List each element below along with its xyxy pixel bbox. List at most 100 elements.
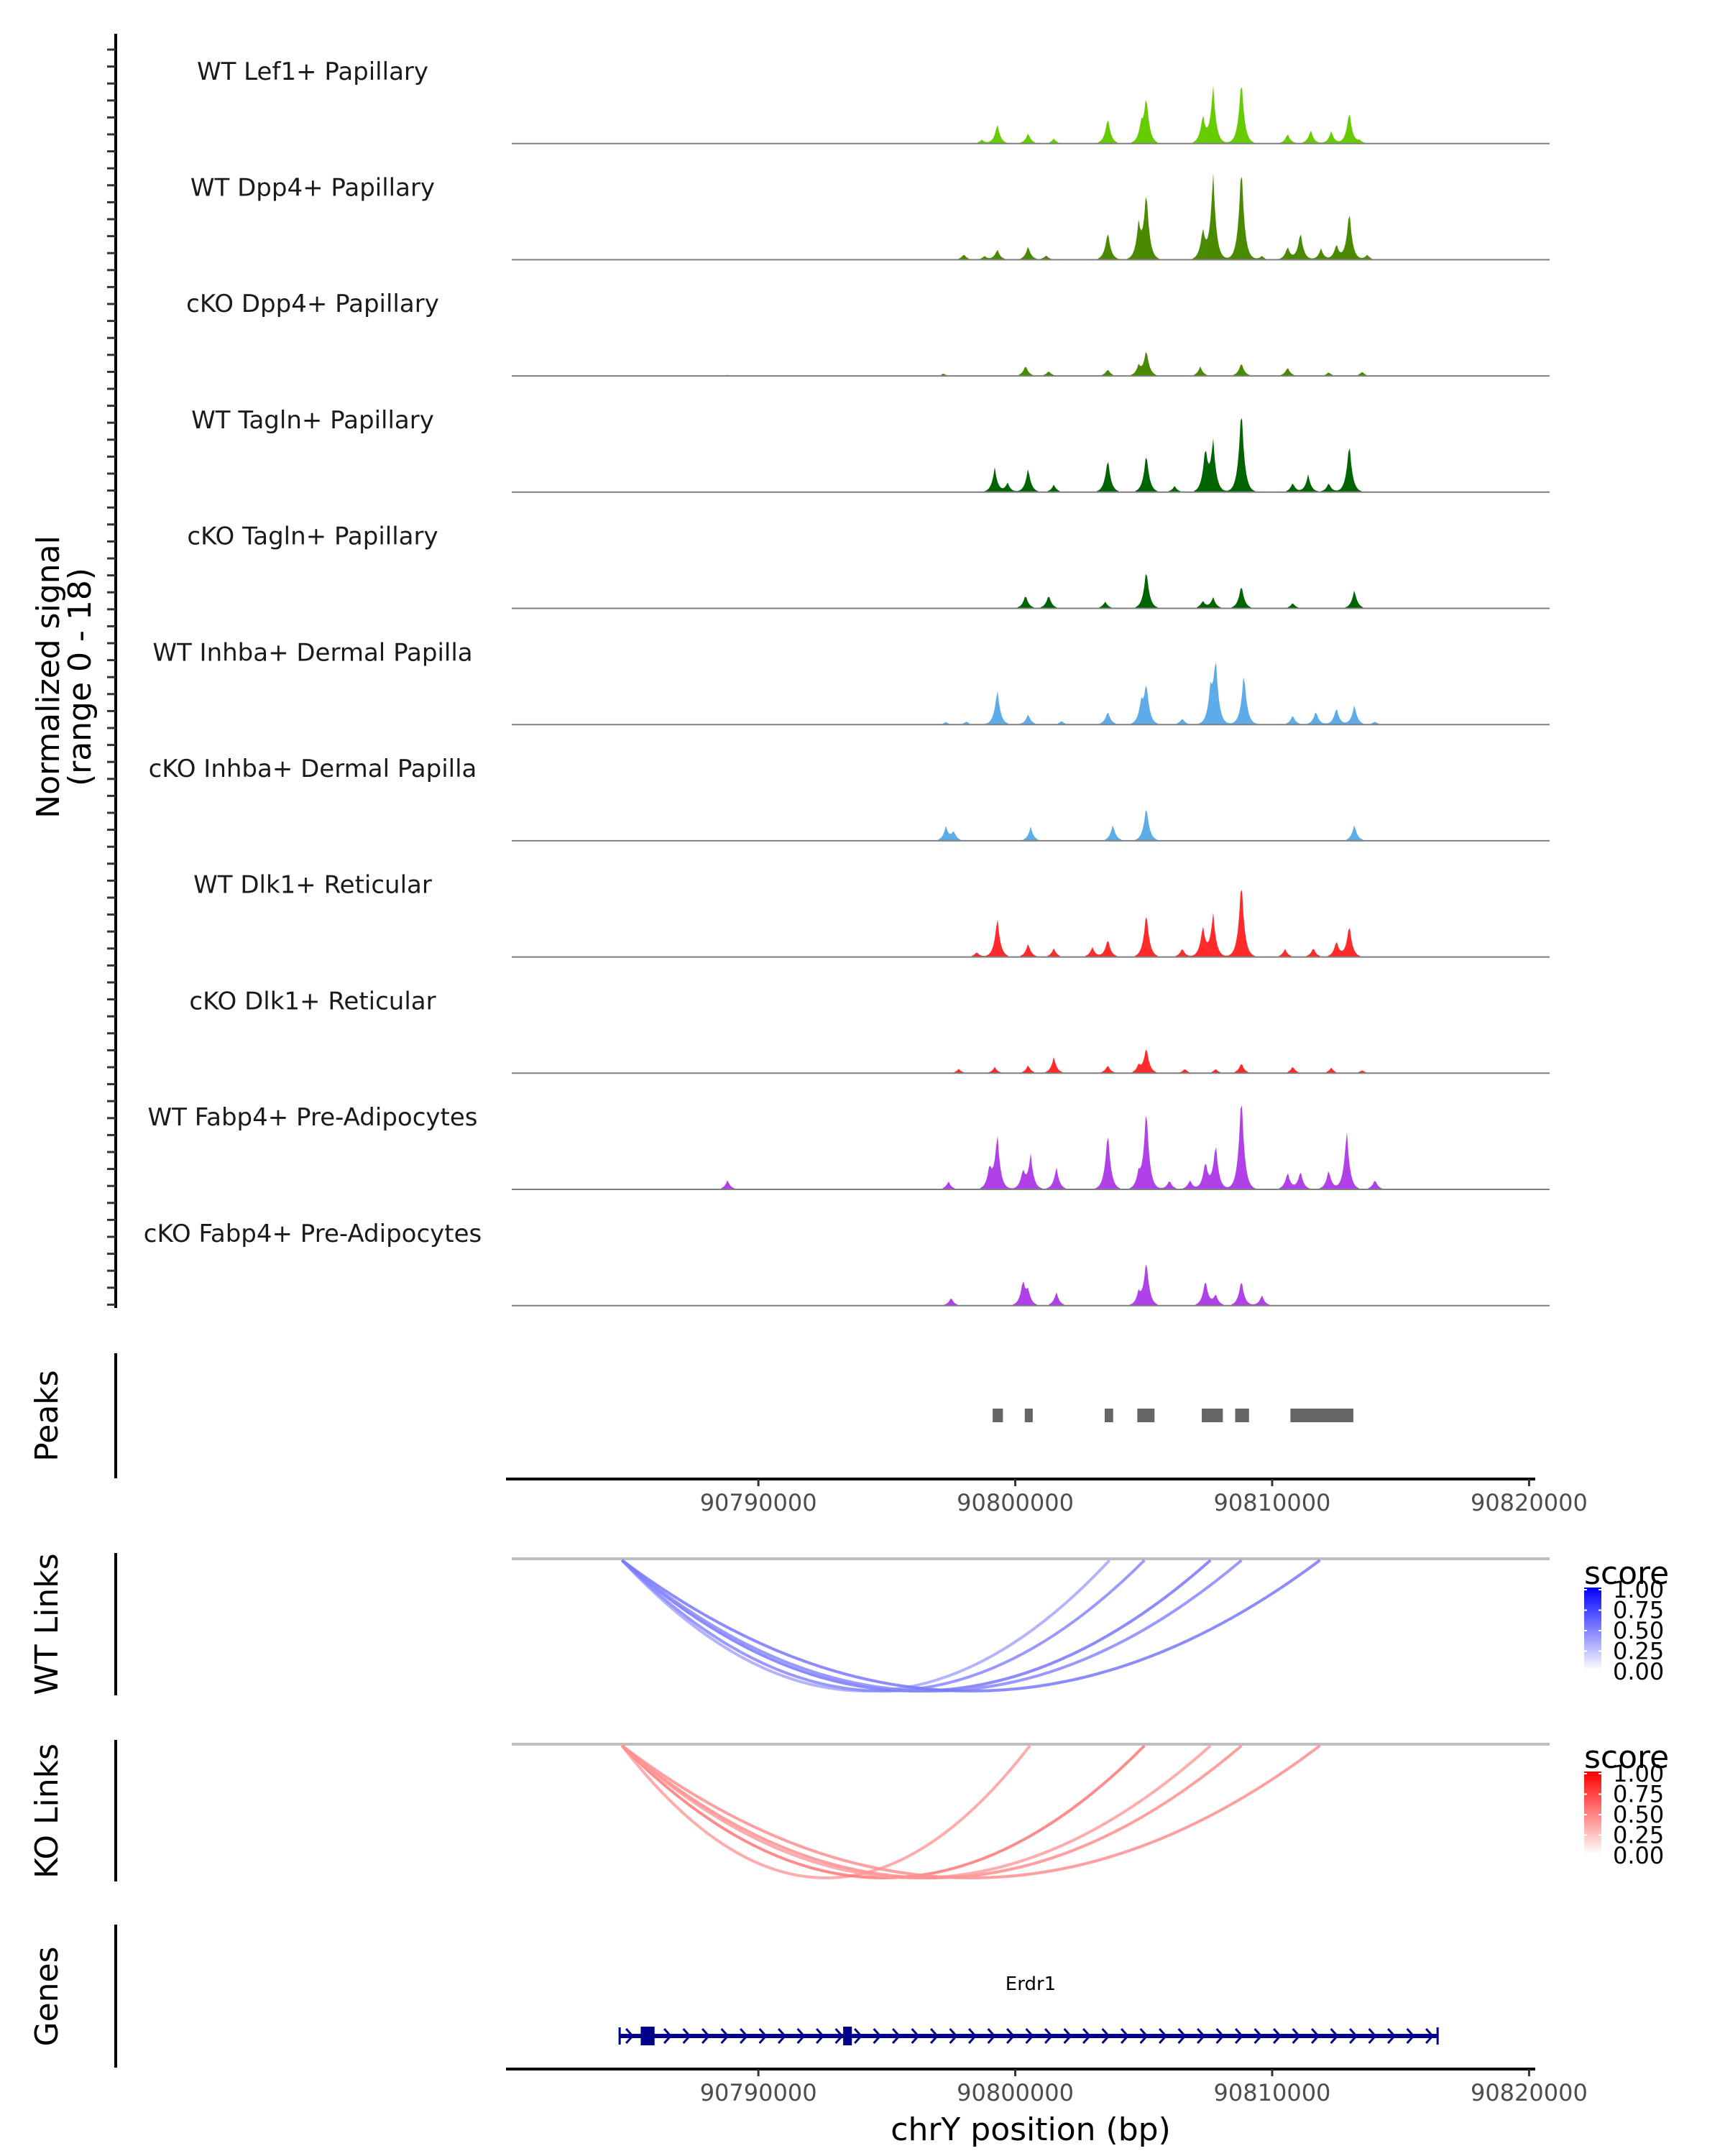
track-label: cKO Fabp4+ Pre-Adipocytes	[144, 1220, 482, 1248]
coverage-track: cKO Inhba+ Dermal Papilla	[149, 755, 1550, 842]
y-axis-title: Normalized signal (range 0 - 18)	[30, 535, 98, 819]
strand-arrow-icon	[1197, 2027, 1206, 2045]
peak-region	[1137, 1409, 1155, 1422]
legend-tick-label: 0.00	[1613, 1658, 1664, 1685]
track-label: WT Dpp4+ Papillary	[190, 173, 435, 202]
coverage-track: WT Dlk1+ Reticular	[193, 871, 1550, 958]
coverage-track: cKO Fabp4+ Pre-Adipocytes	[144, 1220, 1550, 1307]
strand-arrow-icon	[1387, 2027, 1397, 2045]
peak-region	[993, 1409, 1003, 1422]
strand-arrow-icon	[758, 2027, 768, 2045]
track-label: cKO Tagln+ Papillary	[187, 522, 438, 551]
gene-exon	[843, 2027, 852, 2045]
link-arc	[620, 1744, 1146, 1879]
coverage-area	[512, 86, 1550, 144]
track-label: WT Tagln+ Papillary	[191, 406, 434, 435]
coverage-area	[512, 172, 1550, 260]
strand-arrow-icon	[778, 2027, 787, 2045]
x-tick-label: 90800000	[957, 1489, 1074, 1516]
coverage-track: WT Lef1+ Papillary	[197, 57, 1550, 144]
strand-arrow-icon	[740, 2027, 749, 2045]
strand-arrow-icon	[1025, 2027, 1034, 2045]
peak-region	[1202, 1409, 1223, 1422]
x-tick-label: 90790000	[700, 2079, 817, 2106]
x-tick-label: 90820000	[1471, 2079, 1588, 2106]
coverage-area	[512, 1049, 1550, 1074]
track-label: WT Fabp4+ Pre-Adipocytes	[148, 1103, 478, 1132]
wt-link-arcs	[620, 1559, 1321, 1692]
strand-arrow-icon	[1292, 2027, 1301, 2045]
link-arc	[621, 1559, 1321, 1692]
strand-arrow-icon	[1311, 2027, 1320, 2045]
link-arc	[620, 1559, 1111, 1692]
strand-arrow-icon	[1368, 2027, 1377, 2045]
legend-tick-label: 0.50	[1613, 1801, 1664, 1828]
strand-arrow-icon	[682, 2027, 691, 2045]
peak-region	[1104, 1409, 1113, 1422]
y-axis-title-line2: (range 0 - 18)	[62, 568, 98, 786]
gene-name-label: Erdr1	[1006, 1973, 1056, 1995]
wt-legend-title: score	[1584, 1555, 1669, 1592]
coverage-area	[512, 1105, 1550, 1189]
link-arc	[621, 1559, 1243, 1692]
track-label: cKO Inhba+ Dermal Papilla	[149, 755, 477, 783]
strand-arrow-icon	[1349, 2027, 1358, 2045]
coverage-area	[512, 810, 1550, 841]
strand-arrow-icon	[834, 2027, 844, 2045]
legend-tick-label: 0.25	[1613, 1822, 1664, 1849]
strand-arrow-icon	[930, 2027, 939, 2045]
legend-tick-label: 1.00	[1613, 1576, 1664, 1603]
link-arc	[620, 1559, 1146, 1692]
link-arc	[621, 1744, 1243, 1879]
x-axis-title: chrY position (bp)	[891, 2111, 1171, 2148]
link-arc	[620, 1744, 1031, 1879]
strand-arrow-icon	[1044, 2027, 1054, 2045]
strand-arrow-icon	[987, 2027, 996, 2045]
legend-tick-label: 0.75	[1613, 1597, 1664, 1624]
coverage-y-axis	[107, 34, 117, 1308]
coverage-area	[512, 418, 1550, 492]
coverage-area	[512, 889, 1550, 957]
x-tick-label: 90800000	[957, 2079, 1074, 2106]
ko-links-panel: KO Links score 1.000.750.500.250.00	[29, 1739, 1669, 1881]
legend-tick-label: 1.00	[1613, 1760, 1664, 1787]
wt-legend-ticks: 1.000.750.500.250.00	[1584, 1576, 1664, 1685]
wt-links-legend: score 1.000.750.500.250.00	[1584, 1555, 1669, 1685]
x-tick-label: 90810000	[1214, 1489, 1331, 1516]
x-tick-label: 90820000	[1471, 1489, 1588, 1516]
coverage-track: cKO Tagln+ Papillary	[187, 522, 1550, 609]
strand-arrow-icon	[663, 2027, 673, 2045]
strand-arrow-icon	[796, 2027, 806, 2045]
strand-arrow-icon	[720, 2027, 730, 2045]
legend-tick-label: 0.75	[1613, 1781, 1664, 1808]
link-arc	[621, 1744, 1321, 1879]
x-axis-lower: 90790000 90800000 90810000 90820000	[506, 2068, 1588, 2106]
coverage-area	[512, 351, 1550, 377]
strand-arrow-icon	[873, 2027, 882, 2045]
coverage-track: cKO Dlk1+ Reticular	[189, 987, 1550, 1074]
track-label: cKO Dlk1+ Reticular	[189, 987, 436, 1015]
wt-legend-colorbar	[1584, 1588, 1601, 1670]
strand-arrow-icon	[1121, 2027, 1130, 2045]
y-axis-title-line1: Normalized signal	[30, 535, 67, 819]
legend-tick-label: 0.50	[1613, 1617, 1664, 1644]
wt-links-panel-label: WT Links	[29, 1553, 65, 1695]
strand-arrow-icon	[892, 2027, 901, 2045]
genes-panel: Genes Erdr1 90790000 90800000 90810000 9082…	[29, 1925, 1588, 2148]
coverage-track: cKO Dpp4+ Papillary	[186, 290, 1550, 377]
coverage-track: WT Fabp4+ Pre-Adipocytes	[148, 1103, 1550, 1190]
strand-arrow-icon	[854, 2027, 863, 2045]
coverage-track: WT Tagln+ Papillary	[191, 406, 1550, 493]
strand-arrow-icon	[949, 2027, 958, 2045]
legend-tick-label: 0.25	[1613, 1638, 1664, 1665]
peak-region	[1290, 1409, 1353, 1422]
ko-legend-title: score	[1584, 1739, 1669, 1776]
gene-model: Erdr1	[618, 1973, 1439, 2045]
strand-arrow-icon	[1273, 2027, 1282, 2045]
ko-links-panel-label: KO Links	[29, 1743, 65, 1879]
ko-link-arcs	[620, 1744, 1321, 1879]
peak-regions	[993, 1409, 1353, 1422]
strand-arrow-icon	[702, 2027, 711, 2045]
strand-arrow-icon	[1177, 2027, 1187, 2045]
x-axis-upper: 90790000 90800000 90810000 90820000	[506, 1478, 1588, 1516]
